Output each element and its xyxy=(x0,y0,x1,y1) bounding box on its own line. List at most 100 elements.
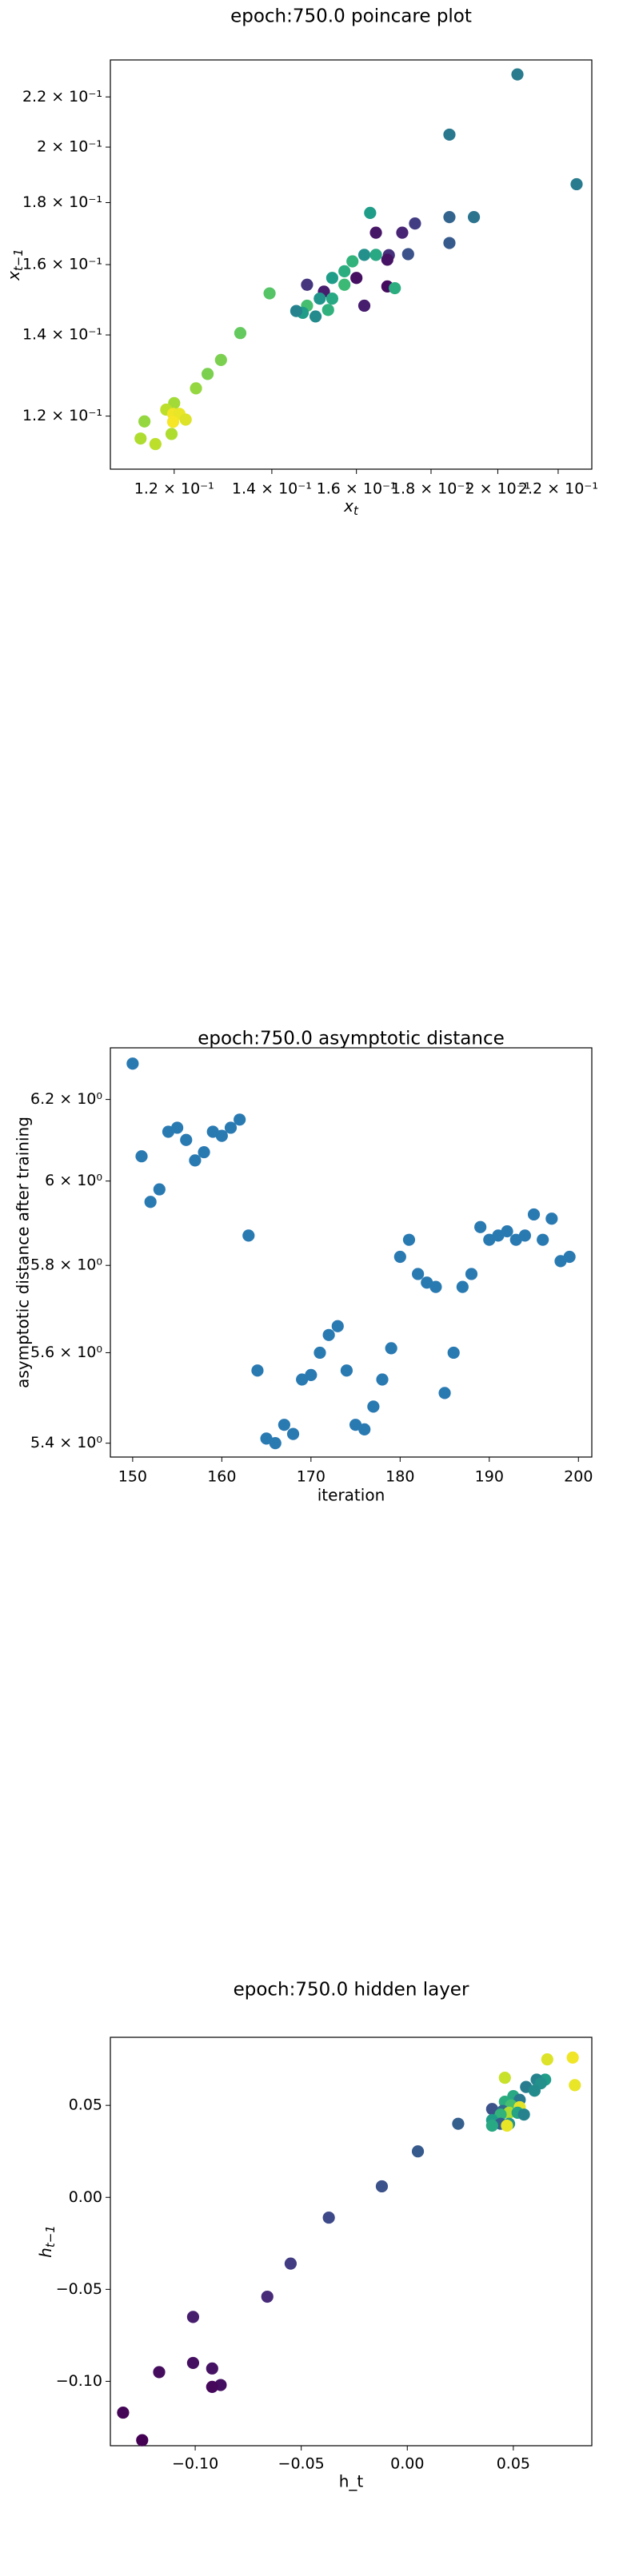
data-point xyxy=(180,1133,193,1146)
data-point xyxy=(313,1346,326,1360)
data-point xyxy=(518,1229,531,1242)
data-point xyxy=(364,206,377,220)
data-point xyxy=(350,272,363,285)
chart-2: epoch:750.0 asymptotic distance 150 160 170… xyxy=(14,1029,593,1505)
x-tick-label: 160 xyxy=(207,1468,236,1486)
data-point xyxy=(541,2053,553,2066)
x-tick-label: 1.4 × 10⁻¹ xyxy=(232,480,312,498)
y-tick-label: −0.05 xyxy=(56,2280,102,2298)
y-tick-label: 1.2 × 10⁻¹ xyxy=(22,407,102,424)
data-point xyxy=(286,1427,300,1440)
data-point xyxy=(206,2380,218,2393)
data-point xyxy=(269,1437,282,1450)
data-point xyxy=(215,1129,228,1142)
data-point xyxy=(357,249,371,261)
data-point xyxy=(346,255,359,268)
x-tick-label: 190 xyxy=(475,1468,504,1486)
y-tick-label: 1.8 × 10⁻¹ xyxy=(22,193,102,211)
chart-3: epoch:750.0 hidden layer −0.10 −0.05 0.00 0.… xyxy=(36,1980,593,2491)
data-point xyxy=(260,1432,273,1445)
data-point xyxy=(117,2406,130,2419)
data-point xyxy=(325,293,339,305)
data-point xyxy=(452,2117,465,2130)
data-point xyxy=(149,437,162,451)
data-point xyxy=(153,2366,166,2379)
data-point xyxy=(234,1113,246,1126)
data-point xyxy=(369,249,382,261)
data-point xyxy=(443,128,456,141)
data-point xyxy=(290,305,303,317)
data-point xyxy=(443,237,456,249)
data-point xyxy=(234,327,247,340)
x-tick-label: 150 xyxy=(118,1468,147,1486)
data-point xyxy=(206,2362,218,2375)
data-point xyxy=(126,1057,139,1070)
data-point xyxy=(412,1268,425,1280)
data-point xyxy=(402,1233,416,1246)
data-point xyxy=(369,226,382,239)
data-point xyxy=(322,2211,335,2224)
data-point xyxy=(284,2257,298,2270)
x-tick-label: −0.10 xyxy=(172,2455,218,2473)
data-point xyxy=(340,1364,353,1377)
data-point xyxy=(409,217,421,230)
x-tick-label: 0.00 xyxy=(390,2455,424,2473)
y-tick-label: 5.8 × 10⁰ xyxy=(30,1256,102,1274)
data-point xyxy=(166,416,180,428)
data-point xyxy=(381,253,393,266)
y-tick-label: 0.00 xyxy=(69,2188,102,2206)
x-tick-label: 0.05 xyxy=(497,2455,530,2473)
plot-frame xyxy=(110,1047,593,1458)
data-point xyxy=(527,1208,541,1221)
data-point xyxy=(485,2119,498,2132)
data-point xyxy=(224,1121,238,1134)
data-point xyxy=(153,1183,166,1196)
y-tick-label: 2.2 × 10⁻¹ xyxy=(22,88,102,106)
x-axis-label: h_t xyxy=(339,2472,364,2491)
y-axis-label: asymptotic distance after training xyxy=(14,1117,33,1388)
data-point xyxy=(322,1328,335,1341)
data-point xyxy=(242,1229,255,1242)
data-point xyxy=(429,1280,442,1293)
data-point xyxy=(165,428,178,440)
data-point xyxy=(367,1400,380,1413)
data-point xyxy=(136,2434,149,2447)
data-point xyxy=(566,2051,579,2064)
data-point xyxy=(438,1387,451,1399)
data-point xyxy=(186,2356,200,2370)
data-point xyxy=(261,2290,274,2303)
data-point xyxy=(498,2072,511,2084)
data-point xyxy=(189,1154,202,1167)
y-tick-label: 6 × 10⁰ xyxy=(45,1172,102,1189)
data-point xyxy=(447,1346,460,1360)
y-tick-label: 0.05 xyxy=(69,2096,102,2114)
data-point xyxy=(401,248,414,261)
plot-frame xyxy=(110,2037,593,2447)
y-axis-label: ht−1 xyxy=(36,2225,58,2258)
data-point xyxy=(325,272,339,285)
x-tick-label: 180 xyxy=(385,1468,414,1486)
data-point xyxy=(134,432,147,445)
data-point xyxy=(569,2079,581,2092)
y-tick-label: 2 × 10⁻¹ xyxy=(37,138,102,156)
data-point xyxy=(358,1423,371,1436)
x-tick-label: 170 xyxy=(297,1468,325,1486)
data-point xyxy=(305,1368,317,1381)
data-point xyxy=(338,278,351,291)
data-point xyxy=(528,2084,541,2097)
y-tick-label: 1.4 × 10⁻¹ xyxy=(22,326,102,344)
chart-title: epoch:750.0 hidden layer xyxy=(234,1980,469,2001)
data-point xyxy=(456,1280,469,1293)
data-point xyxy=(545,1212,558,1225)
x-axis-label: iteration xyxy=(317,1486,385,1505)
x-tick-label: 200 xyxy=(564,1468,593,1486)
x-tick-label: 2.2 × 10⁻¹ xyxy=(518,480,598,498)
data-point xyxy=(570,177,583,191)
chart-1: epoch:750.0 poincare plot 1.2 × 10⁻¹ 1.4 ×… xyxy=(4,6,598,518)
data-point xyxy=(171,1121,184,1134)
data-point xyxy=(537,1233,549,1246)
data-point xyxy=(357,299,371,313)
x-tick-label: 2 × 10⁻¹ xyxy=(465,480,530,498)
x-tick-label: 1.2 × 10⁻¹ xyxy=(134,480,214,498)
y-tick-label: 1.6 × 10⁻¹ xyxy=(22,256,102,273)
